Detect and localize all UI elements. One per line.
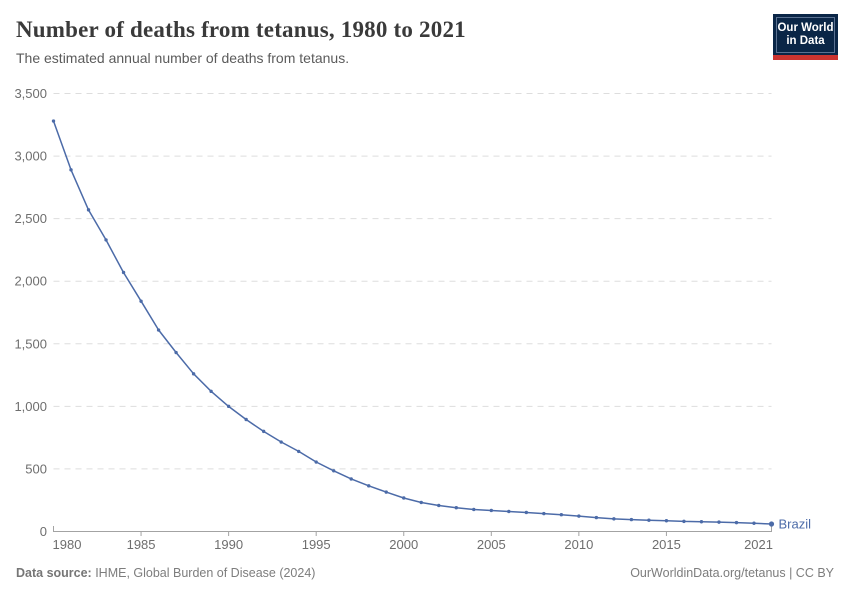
chart-footer: Data source: IHME, Global Burden of Dise… [16,566,834,580]
series-line [52,120,772,525]
data-point [507,509,511,514]
data-point [489,508,494,513]
owid-logo-line2: in Data [786,35,825,47]
data-point [699,520,704,524]
data-point [542,511,546,516]
y-tick-label: 1,000 [14,399,47,414]
data-point [349,477,353,481]
data-point [402,496,406,500]
x-tick-label: 1985 [127,537,156,552]
x-tick-label: 2021 [744,537,773,552]
series-label-brazil[interactable]: Brazil [779,516,812,531]
data-source-label: Data source: [16,566,92,580]
data-point [156,328,161,332]
data-point [69,168,73,172]
owid-logo-text: Our World in Data [776,17,835,53]
x-tick-label: 1990 [214,537,243,552]
data-source-value: IHME, Global Burden of Disease (2024) [91,566,316,580]
x-tick-label: 1995 [302,537,331,552]
y-tick-label: 1,500 [14,336,47,351]
data-point [419,500,423,505]
data-point [279,440,283,444]
y-tick-label: 3,000 [14,149,47,164]
data-point [524,510,529,515]
data-point [664,519,669,523]
data-point [384,490,388,494]
data-point [226,404,231,409]
data-point [121,270,126,275]
owid-logo-red-bar [773,55,838,60]
data-point [559,513,564,517]
y-tick-label: 2,000 [14,274,47,289]
owid-logo[interactable]: Our World in Data [773,14,838,60]
data-point [577,514,581,518]
data-point [647,518,651,522]
data-point [244,417,248,422]
owid-logo-line1: Our World [777,22,834,34]
chart-subtitle: The estimated annual number of deaths fr… [16,50,350,66]
data-source-note: Data source: IHME, Global Burden of Dise… [16,566,315,580]
data-point [209,389,213,394]
data-point [682,519,686,524]
data-point [296,449,301,454]
data-point [86,208,91,212]
y-tick-label: 3,500 [14,86,47,101]
data-point [139,299,143,303]
data-point [612,517,616,521]
x-tick-label: 2005 [477,537,506,552]
data-point [472,507,476,512]
x-tick-label: 2000 [389,537,418,552]
data-point [367,484,371,488]
data-point [454,506,458,510]
data-point [594,515,599,520]
x-tick-label: 1980 [53,537,82,552]
y-tick-label: 0 [40,524,47,539]
y-tick-label: 2,500 [14,211,47,226]
credit-link[interactable]: OurWorldinData.org/tetanus | CC BY [630,566,834,580]
data-point [331,469,336,473]
data-point [752,521,756,525]
data-point [717,520,721,524]
data-point [174,350,178,355]
page-title: Number of deaths from tetanus, 1980 to 2… [16,17,466,42]
data-point [191,372,196,376]
data-point [314,460,318,464]
data-point [104,238,108,242]
data-point [629,517,634,522]
data-point [261,429,266,434]
data-point [437,503,441,508]
y-tick-label: 500 [25,461,47,476]
data-point [51,119,56,123]
data-point [734,520,739,525]
x-tick-label: 2010 [564,537,593,552]
data-point [768,521,775,527]
x-tick-label: 2015 [652,537,681,552]
